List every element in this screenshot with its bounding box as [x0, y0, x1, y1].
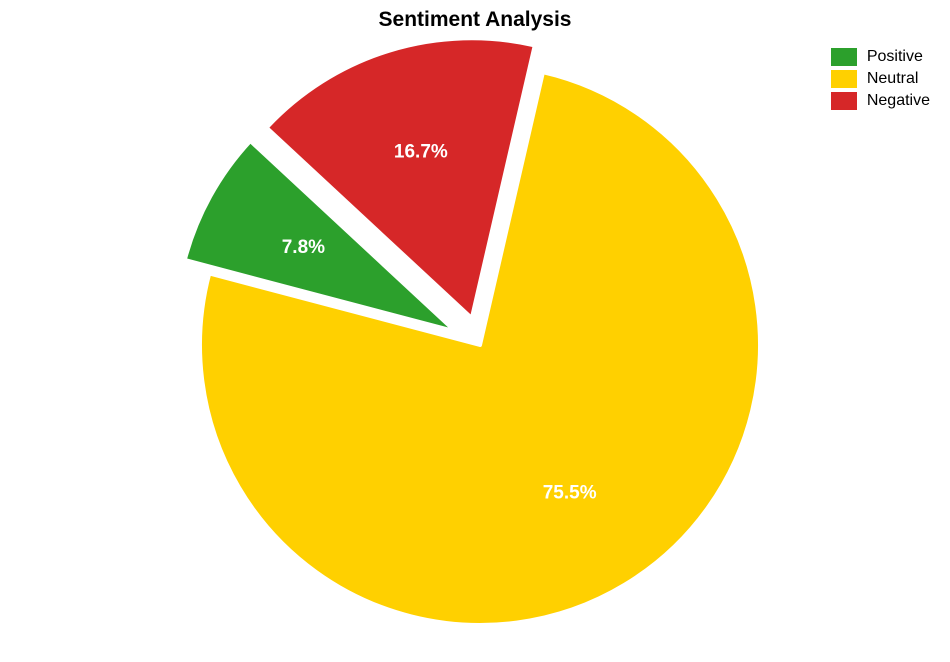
pie-slice-label-negative: 16.7% — [394, 141, 448, 162]
legend-label: Neutral — [867, 70, 919, 88]
chart-container: Sentiment Analysis 75.5%7.8%16.7% Positi… — [0, 0, 950, 662]
pie-slice-label-positive: 7.8% — [282, 237, 325, 258]
pie-slice-label-neutral: 75.5% — [543, 483, 597, 504]
legend: Positive Neutral Negative — [831, 48, 930, 114]
legend-label: Positive — [867, 48, 923, 66]
legend-swatch — [831, 70, 857, 88]
legend-item-positive: Positive — [831, 48, 930, 66]
pie-chart: 75.5% 7.8% 16.7% — [0, 0, 950, 662]
legend-swatch — [831, 92, 857, 110]
legend-swatch — [831, 48, 857, 66]
legend-item-neutral: Neutral — [831, 70, 930, 88]
legend-label: Negative — [867, 92, 930, 110]
legend-item-negative: Negative — [831, 92, 930, 110]
